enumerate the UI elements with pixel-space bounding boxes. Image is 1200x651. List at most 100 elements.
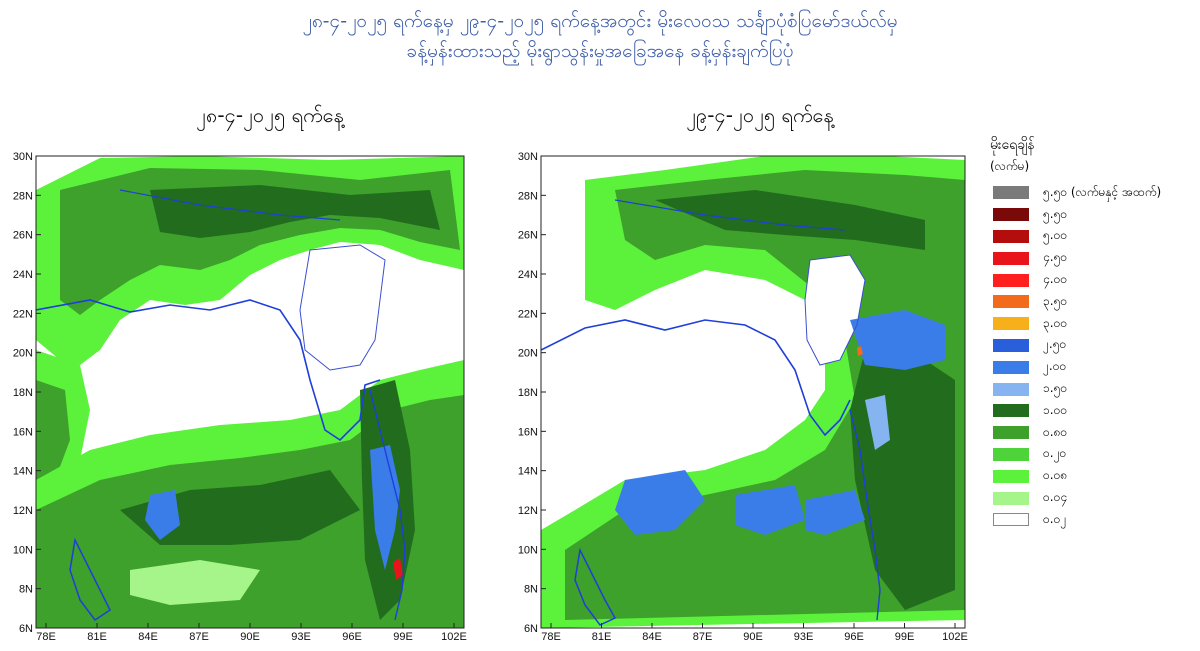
- lat-tick-label: 16N: [13, 426, 33, 438]
- legend-item: ၀.၈၀: [990, 422, 1200, 444]
- legend-item: ၂.၅၀: [990, 335, 1200, 357]
- legend-item: ၀.၀၂: [990, 509, 1200, 531]
- legend-swatch: [993, 317, 1029, 331]
- lon-tick-label: 96E: [844, 631, 864, 643]
- main-title-line1: ၂၈-၄-၂၀၂၅ ရက်နေ့မှ ၂၉-၄-၂၀၂၅ ရက်နေ့အတွင်…: [302, 10, 898, 32]
- legend-label: ၃.၅၀: [1043, 293, 1068, 308]
- legend-label: ၀.၂၀: [1043, 446, 1067, 461]
- lat-tick-label: 26N: [518, 230, 538, 242]
- lat-tick-label: 26N: [13, 230, 33, 242]
- legend-item: ၅.၀၀: [990, 226, 1200, 248]
- legend-label: ၄.၅၀: [1043, 250, 1068, 265]
- lon-tick-label: 81E: [592, 631, 612, 643]
- lon-tick-label: 78E: [541, 631, 561, 643]
- lat-tick-label: 22N: [518, 308, 538, 320]
- legend-label: ၅.၅၀: [1043, 206, 1068, 221]
- lon-tick-label: 90E: [240, 631, 260, 643]
- lat-tick-label: 12N: [518, 505, 538, 517]
- lon-tick-label: 99E: [895, 631, 915, 643]
- lat-tick-label: 8N: [19, 584, 33, 596]
- legend-label: ၁.၀၀: [1043, 402, 1068, 417]
- legend-item: ၂.၀၀: [990, 356, 1200, 378]
- lat-tick-label: 20N: [518, 348, 538, 360]
- legend-label: ၅.၅၀ (လက်မနှင့် အထက်): [1043, 184, 1162, 199]
- legend-unit: (လက်မ): [990, 159, 1030, 173]
- lon-tick-label: 93E: [291, 631, 311, 643]
- legend-label: ၄.၀၀: [1043, 272, 1068, 287]
- legend-swatch: [993, 447, 1029, 461]
- lon-tick-label: 87E: [693, 631, 713, 643]
- legend-label: ၀.၀၄: [1043, 490, 1068, 505]
- left-longitude-ticks: 78E 81E 84E 87E 90E 93E 96E 99E 102E: [36, 623, 467, 643]
- lat-tick-label: 24N: [518, 269, 538, 281]
- legend-label: ၅.၀၀: [1043, 228, 1068, 243]
- legend-items: ၅.၅၀ (လက်မနှင့် အထက်) ၅.၅၀၅.၀၀၄.၅၀၄.၀၀၃.၅…: [990, 182, 1200, 531]
- rainfall-legend: မိုးရေချိန် (လက်မ) ၅.၅၀ (လက်မနှင့် အထက်)…: [990, 134, 1200, 531]
- main-title-line2: ခန့်မှန်းထားသည့် မိုးရွာသွန်းမှုအခြေအနေ …: [406, 40, 794, 62]
- right-map-date-title: ၂၉-၄-၂၀၂၅ ရက်နေ့: [686, 103, 834, 127]
- lat-tick-label: 30N: [518, 151, 538, 163]
- legend-title: မိုးရေချိန်: [990, 137, 1035, 153]
- lon-tick-label: 78E: [36, 631, 56, 643]
- legend-swatch: [993, 229, 1029, 243]
- legend-label: ၃.၀၀: [1043, 315, 1068, 330]
- lon-tick-label: 90E: [743, 631, 763, 643]
- lon-tick-label: 102E: [441, 631, 467, 643]
- legend-swatch: [993, 491, 1029, 505]
- legend-item: ၅.၅၀ (လက်မနှင့် အထက်): [990, 182, 1200, 204]
- legend-swatch: [993, 295, 1029, 309]
- legend-swatch: [993, 360, 1029, 374]
- legend-label: ၂.၀၀: [1043, 359, 1067, 374]
- lon-tick-label: 84E: [642, 631, 662, 643]
- legend-swatch: [993, 186, 1029, 200]
- lon-tick-label: 87E: [189, 631, 209, 643]
- legend-swatch: [993, 469, 1029, 483]
- right-latitude-ticks: 30N 28N 26N 24N 22N 20N 18N 16N 14N 12N 10N 8N 6N: [518, 151, 546, 635]
- legend-swatch: [993, 404, 1029, 418]
- legend-swatch: [993, 273, 1029, 287]
- left-rainfall-map: 30N 28N 26N 24N 22N 20N 18N 16N 14N 12N 10N 8N 6N 78…: [13, 151, 467, 643]
- legend-item: ၀.၀၄: [990, 487, 1200, 509]
- lat-tick-label: 8N: [524, 584, 538, 596]
- legend-swatch: [993, 513, 1029, 527]
- legend-swatch: [993, 382, 1029, 396]
- lon-tick-label: 102E: [942, 631, 968, 643]
- legend-item: ၀.၀၈: [990, 465, 1200, 487]
- legend-swatch: [993, 426, 1029, 440]
- lat-tick-label: 24N: [13, 269, 33, 281]
- lat-tick-label: 14N: [13, 466, 33, 478]
- lon-tick-label: 96E: [342, 631, 362, 643]
- legend-item: ၃.၅၀: [990, 291, 1200, 313]
- lat-tick-label: 28N: [518, 190, 538, 202]
- legend-swatch: [993, 251, 1029, 265]
- lat-tick-label: 10N: [518, 544, 538, 556]
- left-rainfall-field: [36, 156, 464, 628]
- lat-tick-label: 10N: [13, 544, 33, 556]
- legend-label: ၁.၅၀: [1043, 381, 1068, 396]
- lat-tick-label: 20N: [13, 348, 33, 360]
- lat-tick-label: 22N: [13, 308, 33, 320]
- legend-label: ၀.၈၀: [1043, 424, 1068, 439]
- left-map-date-title: ၂၈-၄-၂၀၂၅ ရက်နေ့: [196, 103, 344, 127]
- lon-tick-label: 93E: [794, 631, 814, 643]
- right-rainfall-map: 30N 28N 26N 24N 22N 20N 18N 16N 14N 12N 10N 8N 6N 78…: [518, 151, 968, 643]
- lon-tick-label: 81E: [87, 631, 107, 643]
- lat-tick-label: 18N: [518, 387, 538, 399]
- lat-tick-label: 28N: [13, 190, 33, 202]
- legend-item: ၄.၅၀: [990, 247, 1200, 269]
- lat-tick-label: 12N: [13, 505, 33, 517]
- lat-tick-label: 6N: [19, 623, 33, 635]
- legend-item: ၅.၅၀: [990, 204, 1200, 226]
- legend-swatch: [993, 208, 1029, 222]
- lat-tick-label: 18N: [13, 387, 33, 399]
- lon-tick-label: 84E: [138, 631, 158, 643]
- lat-tick-label: 30N: [13, 151, 33, 163]
- lat-tick-label: 14N: [518, 466, 538, 478]
- legend-item: ၁.၀၀: [990, 400, 1200, 422]
- legend-item: ၃.၀၀: [990, 313, 1200, 335]
- left-latitude-ticks: 30N 28N 26N 24N 22N 20N 18N 16N 14N 12N 10N 8N 6N: [13, 151, 41, 635]
- legend-label: ၂.၅၀: [1043, 337, 1067, 352]
- legend-item: ၄.၀၀: [990, 269, 1200, 291]
- lon-tick-label: 99E: [393, 631, 413, 643]
- legend-item: ၀.၂၀: [990, 444, 1200, 466]
